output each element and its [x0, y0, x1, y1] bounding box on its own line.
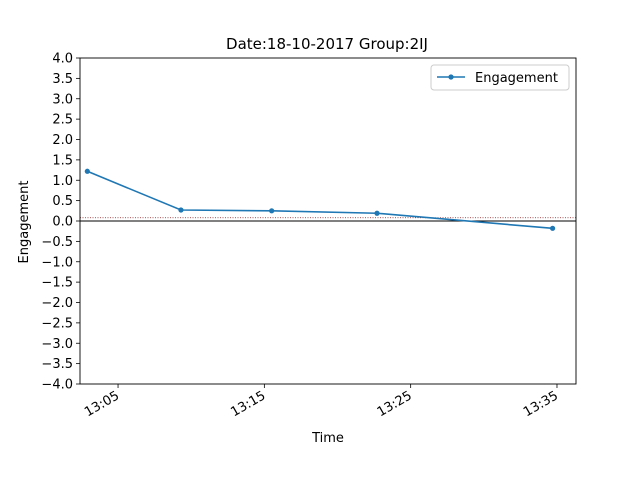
y-tick-label: −2.0 [41, 296, 73, 311]
series-line-0 [87, 170, 553, 230]
data-point [549, 225, 556, 231]
legend-marker [448, 74, 454, 80]
data-point [269, 208, 275, 214]
y-tick-label: 1.5 [52, 153, 73, 168]
legend-box [430, 64, 570, 91]
data-point [84, 168, 90, 174]
y-tick-label: −3.0 [41, 337, 73, 352]
y-tick-label: 3.5 [52, 72, 73, 87]
x-tick-label: 13:15 [228, 388, 268, 420]
x-tick-label: 13:25 [375, 388, 415, 420]
y-tick-label: −0.5 [41, 235, 73, 250]
y-tick-label: 0.0 [52, 215, 73, 230]
y-tick-label: −3.5 [41, 357, 73, 372]
chart-title: Date:18-10-2017 Group:2IJ [226, 35, 428, 53]
plot-area: −4.0 −3.5 −3.0 −2.5 −2.0 −1.5 −1.0 −0.5 0.0 0.5 1.… [41, 52, 577, 420]
y-tick-label: −4.0 [41, 378, 73, 393]
x-tick-label: 13:35 [521, 388, 561, 420]
legend: Engagement [430, 64, 570, 91]
y-tick-label: 3.0 [52, 92, 73, 107]
legend-label: Engagement [475, 71, 558, 86]
y-tick-label: −2.5 [41, 316, 73, 331]
y-tick-label: 0.5 [52, 194, 73, 209]
y-tick-label: −1.0 [41, 255, 73, 270]
data-point [374, 210, 380, 216]
y-tick-label: 2.0 [52, 133, 73, 148]
x-axis-label: Time [311, 431, 344, 446]
data-point [178, 207, 184, 213]
y-tick-label: 4.0 [52, 52, 73, 67]
y-tick-label: −1.5 [41, 276, 73, 291]
y-axis-label: Engagement [17, 181, 32, 264]
x-tick-label: 13:05 [82, 388, 122, 420]
y-tick-label: 2.5 [52, 113, 73, 128]
y-tick-label: 1.0 [52, 174, 73, 189]
